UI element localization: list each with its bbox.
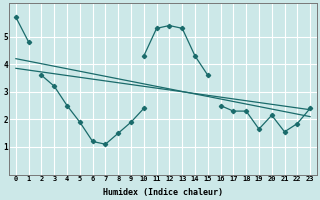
- X-axis label: Humidex (Indice chaleur): Humidex (Indice chaleur): [103, 188, 223, 197]
